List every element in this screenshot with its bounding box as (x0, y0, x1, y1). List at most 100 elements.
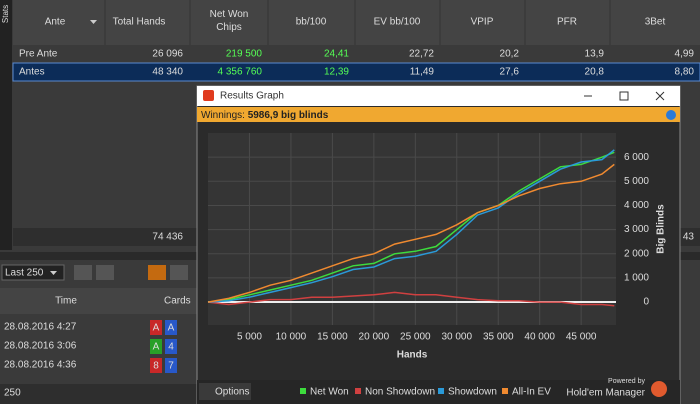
card-rank: 8 (153, 361, 159, 372)
row-0: Pre Ante 26 096 219 500 24,41 22,72 20,2… (19, 49, 694, 60)
x-axis-label: Hands (397, 350, 428, 361)
x-tick-label: 10 000 (276, 332, 307, 343)
cell: 8,80 (675, 67, 695, 78)
card (165, 320, 177, 335)
column-header[interactable]: VPIP (471, 17, 494, 28)
y-tick-label: 6 000 (624, 152, 649, 163)
column-header[interactable]: EV bb/100 (374, 17, 421, 28)
cell: 13,9 (585, 49, 605, 60)
winnings-bar (197, 107, 680, 122)
legend-label: Non Showdown (365, 387, 435, 398)
legend-swatch (355, 388, 361, 394)
card (165, 358, 177, 373)
row-1: Antes 48 340 4 356 760 12,39 11,49 27,6 … (19, 67, 694, 78)
hand-time: 28.08.2016 4:27 (4, 322, 77, 333)
legend-swatch (502, 388, 508, 394)
column-header[interactable]: Time (55, 296, 77, 307)
options-button[interactable] (199, 383, 251, 400)
window-title: Results Graph (220, 91, 284, 102)
column-header[interactable]: 3Bet (645, 17, 666, 28)
winnings-text: Winnings: 5986,9 big blinds (201, 110, 329, 121)
x-tick-label: 20 000 (359, 332, 390, 343)
series-line (207, 291, 615, 307)
card-rank: A (168, 323, 175, 334)
brand-logo (651, 381, 667, 397)
card-rank: 4 (168, 342, 174, 353)
column-header-wrap: Net Won Chips (209, 9, 249, 33)
card-rank: A (153, 342, 160, 353)
footer-cell: 43 (683, 232, 695, 243)
maximize-button[interactable] (619, 91, 629, 101)
x-tick-label: 35 000 (483, 332, 514, 343)
y-tick-label: 3 000 (624, 224, 649, 235)
sidebar[interactable] (0, 0, 12, 250)
card (150, 358, 162, 373)
cell: 4 356 760 (218, 67, 263, 78)
column-header[interactable]: Cards (164, 296, 191, 307)
title-bar (197, 86, 680, 106)
column-header[interactable]: Total Hands (113, 17, 166, 28)
legend-label: All-In EV (512, 387, 551, 398)
cell: 4,99 (675, 49, 695, 60)
card-rank: 7 (168, 361, 174, 372)
column-header[interactable]: Ante (45, 17, 66, 28)
winnings-value: 5986,9 big blinds (248, 110, 329, 121)
cell: Pre Ante (19, 49, 58, 60)
series-line (207, 163, 615, 303)
cell: 26 096 (152, 49, 183, 60)
legend-swatch (438, 388, 444, 394)
help-icon[interactable] (666, 110, 676, 120)
y-tick-label: 2 000 (624, 248, 649, 259)
card (165, 339, 177, 354)
y-tick-label: 4 000 (624, 200, 649, 211)
cell: 11,49 (410, 67, 435, 78)
x-tick-label: 40 000 (524, 332, 555, 343)
footer-cell: 74 436 (152, 232, 183, 243)
toolbar-button[interactable] (74, 265, 92, 280)
filter-select[interactable] (1, 264, 65, 281)
cell: 20,2 (500, 49, 520, 60)
hand-time: 28.08.2016 4:36 (4, 360, 77, 371)
powered-by: Powered by (608, 378, 645, 385)
dropdown-arrow[interactable] (50, 271, 57, 275)
header-dividers (104, 0, 611, 45)
toolbar-button[interactable] (96, 265, 114, 280)
x-tick-label: 30 000 (441, 332, 472, 343)
column-header[interactable]: Net Won Chips (209, 9, 249, 33)
x-tick-label: 5 000 (237, 332, 262, 343)
cell: 48 340 (152, 67, 183, 78)
cell: Antes (19, 67, 45, 78)
app-icon (203, 90, 214, 101)
cell: 20,8 (585, 67, 605, 78)
x-tick-label: 15 000 (317, 332, 348, 343)
table-row[interactable] (13, 45, 700, 63)
toolbar-button[interactable] (170, 265, 188, 280)
table-header (13, 0, 700, 45)
card (150, 320, 162, 335)
cell: 24,41 (324, 49, 349, 60)
cell: 27,6 (500, 67, 520, 78)
cell: 22,72 (409, 49, 434, 60)
status-bar (0, 384, 197, 404)
series-line (207, 149, 615, 303)
toolbar-button[interactable] (148, 265, 166, 280)
y-tick-label: 5 000 (624, 176, 649, 187)
options-label: Options (215, 387, 249, 398)
cell: 219 500 (226, 49, 263, 60)
dropdown-arrow[interactable] (90, 20, 97, 24)
y-axis-label: Big Blinds (656, 204, 667, 254)
column-header[interactable]: PFR (557, 17, 577, 28)
brand: Hold'em Manager (566, 388, 645, 399)
y-tick-label: 0 (643, 297, 649, 308)
series-line (207, 151, 615, 303)
y-tick-label: 1 000 (624, 273, 649, 284)
column-header[interactable]: bb/100 (296, 17, 327, 28)
table-row-selected[interactable] (12, 62, 700, 82)
filter-label: Last 250 (5, 268, 44, 279)
close-button[interactable] (655, 91, 665, 101)
x-tick-label: 45 000 (566, 332, 597, 343)
card (150, 339, 162, 354)
legend-label: Net Won (310, 387, 349, 398)
